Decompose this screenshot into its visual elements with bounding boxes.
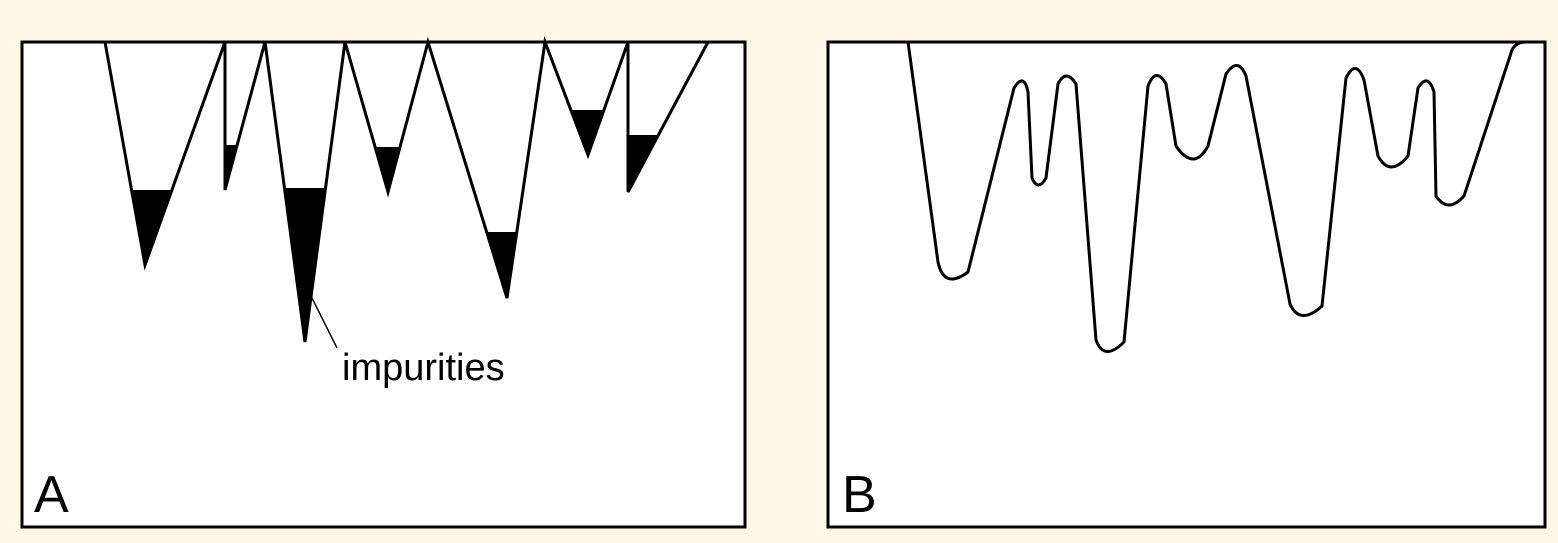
panel-label: B [842, 466, 877, 524]
panel-a: impurities A [20, 36, 747, 529]
impurity [571, 110, 604, 155]
impurity [131, 190, 172, 265]
annotation: impurities [342, 347, 505, 389]
impurity [284, 188, 326, 342]
panel-label: A [34, 466, 69, 524]
surface-profile [826, 40, 1547, 353]
impurity [375, 147, 400, 192]
panel-frame [826, 40, 1547, 529]
surface-profile [22, 36, 745, 343]
leader-line [311, 297, 338, 349]
panel-b: B [826, 40, 1547, 529]
panel-frame [20, 40, 747, 529]
